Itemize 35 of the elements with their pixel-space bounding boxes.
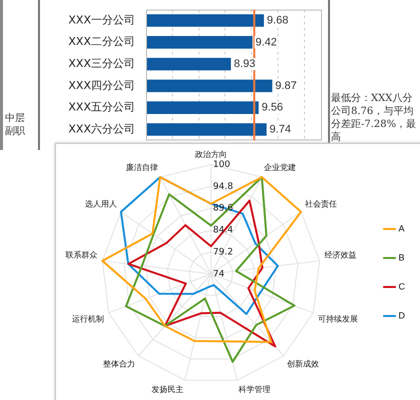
y-tick-label: XXX三分公司 <box>68 56 135 70</box>
legend-label: C <box>398 281 406 292</box>
spoke-label: 可持续发展 <box>318 314 358 324</box>
spoke-label: 运行机制 <box>72 314 104 324</box>
spoke-label: 创新成效 <box>286 360 319 369</box>
y-tick-label: XXX二分公司 <box>68 35 135 48</box>
spoke-label: 联系群众 <box>65 250 98 260</box>
y-tick-label: XXX六分公司 <box>68 122 135 136</box>
legend-label: A <box>398 223 405 234</box>
data-label: 9.56 <box>262 102 284 114</box>
data-label: 8.93 <box>234 58 256 70</box>
spoke-label: 选人用人 <box>84 199 117 208</box>
text: 中层副职 <box>5 112 26 138</box>
y-tick-label: 79.2 <box>213 247 234 258</box>
y-tick-label: 100 <box>213 160 230 170</box>
data-label: 9.68 <box>266 14 288 27</box>
y-tick-label: XXX一分公司 <box>68 13 135 26</box>
y-tick-label: XXX五分公司 <box>68 100 135 114</box>
y-tick-label: 74 <box>213 269 225 280</box>
legend-label: B <box>398 252 405 262</box>
spoke-label: 企业党建 <box>264 162 296 172</box>
spoke-label: 经济效益 <box>324 250 357 260</box>
spoke-label: 科学管理 <box>238 384 270 394</box>
spoke-label: 社会责任 <box>305 199 338 208</box>
data-label: 9.87 <box>275 80 297 92</box>
text: 最低分：XXX八分公司8.76，与平均分差距-7.28%，最高 <box>331 92 418 144</box>
y-tick-label: 94.8 <box>213 182 234 192</box>
spoke-label: 发扬民主 <box>152 384 184 394</box>
spoke-label: 整体合力 <box>103 360 136 369</box>
spoke-label: 政治方向 <box>195 150 227 159</box>
legend-label: D <box>398 310 406 320</box>
data-label: 9.42 <box>255 36 277 48</box>
spoke-label: 廉洁自律 <box>126 162 158 172</box>
y-tick-label: XXX四分公司 <box>68 78 135 92</box>
data-label: 9.74 <box>270 124 291 136</box>
